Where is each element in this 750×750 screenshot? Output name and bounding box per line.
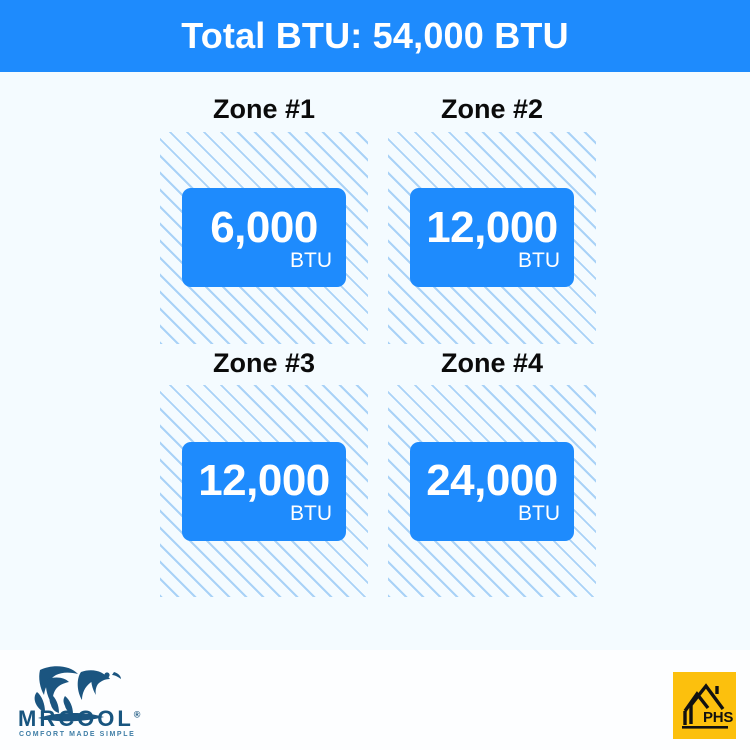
mrcool-wordmark-text: MRCOOL	[18, 706, 134, 731]
zone-btu-value-1: 6,000	[210, 202, 318, 252]
mrcool-registered-mark: ®	[133, 709, 141, 720]
zone-label-4: Zone #4	[440, 347, 544, 378]
zone-hatch-panel-2: 12,000 BTU	[388, 131, 596, 344]
zone-hatch-panel-3: 12,000 BTU	[160, 385, 368, 598]
zones-section: Zone #1 6,000 BTU Zone #2 12,000 BTU	[0, 72, 750, 650]
zone-btu-value-2: 12,000	[426, 202, 558, 252]
footer-bar: MRCOOL® COMFORT MADE SIMPLE	[0, 650, 750, 750]
phs-logo: PHS	[673, 672, 736, 739]
zone-btu-badge-1: 6,000 BTU	[182, 188, 346, 288]
mrcool-wordmark: MRCOOL®	[18, 708, 140, 730]
zone-label-2: Zone #2	[440, 94, 544, 124]
zone-btu-badge-4: 24,000 BTU	[410, 441, 574, 541]
zone-btu-unit-3: BTU	[290, 502, 332, 526]
header-bar: Total BTU: 54,000 BTU	[0, 0, 750, 72]
zone-btu-unit-2: BTU	[518, 248, 560, 272]
phs-text: PHS	[703, 709, 733, 726]
zone-label-1: Zone #1	[212, 94, 316, 124]
zone-btu-unit-4: BTU	[518, 502, 560, 526]
zone-btu-badge-3: 12,000 BTU	[182, 441, 346, 541]
zone-label-3: Zone #3	[212, 347, 316, 378]
zone-btu-badge-2: 12,000 BTU	[410, 188, 574, 288]
phs-underline	[682, 726, 728, 729]
zone-card-1: Zone #1 6,000 BTU	[160, 94, 368, 344]
zone-card-2: Zone #2 12,000 BTU	[388, 94, 596, 344]
zones-grid: Zone #1 6,000 BTU Zone #2 12,000 BTU	[160, 94, 596, 598]
mrcool-tagline: COMFORT MADE SIMPLE	[19, 731, 136, 738]
zone-hatch-panel-1: 6,000 BTU	[160, 131, 368, 344]
phs-house-icon: PHS	[682, 683, 734, 729]
mrcool-bear-icon	[34, 666, 121, 722]
zone-card-4: Zone #4 24,000 BTU	[388, 347, 596, 598]
page-title: Total BTU: 54,000 BTU	[181, 15, 569, 56]
zone-hatch-panel-4: 24,000 BTU	[388, 385, 596, 598]
zone-btu-value-3: 12,000	[198, 456, 330, 506]
zone-card-3: Zone #3 12,000 BTU	[160, 347, 368, 598]
zone-btu-value-4: 24,000	[426, 456, 558, 506]
zone-btu-unit-1: BTU	[290, 248, 332, 272]
